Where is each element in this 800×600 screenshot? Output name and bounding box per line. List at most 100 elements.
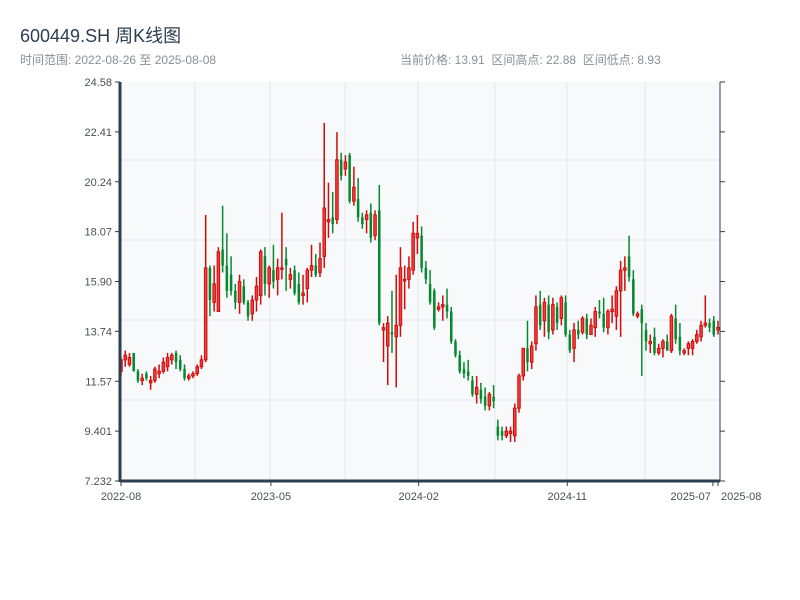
- candle-up: [534, 306, 538, 345]
- candle-down: [234, 290, 237, 303]
- candle-up: [513, 407, 517, 437]
- y-tick-label: 13.74: [84, 326, 112, 338]
- candle-down: [547, 304, 550, 333]
- candle-up: [394, 324, 398, 338]
- candle-up: [153, 368, 157, 382]
- x-tick-label: 2024-02: [398, 491, 438, 503]
- candle-up: [335, 159, 339, 221]
- candle-down: [369, 212, 373, 238]
- candle-up: [373, 214, 377, 237]
- candle-up: [703, 322, 708, 326]
- candle-down: [500, 431, 504, 436]
- candle-up: [699, 324, 703, 338]
- x-tick-label: 2025-07: [671, 491, 711, 503]
- candle-down: [390, 332, 394, 335]
- candle-up: [309, 265, 314, 271]
- candle-up: [686, 343, 691, 349]
- candle-up: [635, 313, 640, 317]
- candle-down: [585, 318, 589, 335]
- candle-up: [402, 278, 407, 282]
- candle-down: [483, 396, 487, 406]
- chart-title: 600449.SH 周K线图: [20, 26, 182, 46]
- candle-down: [674, 318, 677, 340]
- candle-up: [589, 324, 593, 336]
- candle-up: [352, 186, 356, 202]
- candle-down: [598, 311, 601, 314]
- candle-up: [148, 380, 153, 384]
- candle-up: [529, 345, 534, 363]
- candle-down: [538, 304, 542, 326]
- candle-up: [521, 347, 525, 377]
- x-tick-label: 2024-11: [547, 491, 587, 503]
- candle-down: [712, 320, 716, 335]
- candle-up: [343, 161, 348, 170]
- candle-up: [161, 361, 166, 372]
- candle-down: [449, 311, 453, 342]
- candle-up: [216, 251, 221, 313]
- candle-up: [250, 299, 255, 315]
- y-tick-label: 9.401: [84, 426, 112, 438]
- candle-down: [479, 389, 483, 399]
- candle-down: [225, 265, 229, 291]
- candle-up: [504, 430, 509, 437]
- candle-down: [424, 267, 428, 280]
- candle-up: [191, 373, 195, 377]
- candle-up: [398, 267, 403, 326]
- candle-up: [690, 340, 695, 349]
- candle-up: [572, 329, 576, 349]
- candle-down: [602, 313, 605, 328]
- candle-up: [614, 290, 619, 317]
- candle-down: [454, 341, 457, 356]
- candle-up: [140, 377, 144, 382]
- candle-up: [237, 281, 242, 303]
- x-tick-label: 2023-05: [251, 491, 291, 503]
- candle-up: [301, 292, 305, 296]
- candle-up: [267, 267, 271, 285]
- candle-up: [288, 274, 293, 280]
- x-tick-label: 2025-08: [721, 491, 761, 503]
- candle-down: [428, 283, 432, 303]
- candle-down: [492, 396, 495, 402]
- candle-down: [348, 155, 351, 202]
- candle-up: [618, 269, 623, 292]
- candle-down: [356, 198, 360, 218]
- candle-down: [132, 352, 135, 372]
- candle-up: [203, 267, 208, 361]
- candle-up: [212, 283, 216, 303]
- candle-up: [508, 430, 513, 434]
- candle-up: [123, 354, 127, 361]
- candle-up: [381, 327, 386, 331]
- candle-up: [186, 375, 191, 379]
- candle-up: [669, 315, 674, 352]
- y-tick-label: 18.07: [84, 227, 112, 239]
- axes: 24.58 22.41 20.24 18.07 15.90 13.74 11.57 9.401…: [84, 77, 761, 503]
- candle-down: [145, 373, 148, 379]
- candle-up: [551, 304, 555, 331]
- candle-down: [632, 279, 635, 314]
- candle-up: [322, 207, 326, 257]
- candle-down: [678, 336, 682, 351]
- candles: [119, 122, 720, 442]
- candle-up: [610, 308, 614, 313]
- candle-down: [331, 217, 334, 225]
- candle-up: [661, 340, 665, 349]
- candle-up: [606, 311, 610, 329]
- candle-down: [433, 290, 436, 328]
- candle-up: [487, 393, 492, 407]
- candle-up: [318, 258, 322, 273]
- y-tick-label: 15.90: [84, 277, 112, 289]
- candle-down: [496, 426, 500, 436]
- candle-down: [577, 329, 580, 335]
- candle-up: [407, 267, 411, 280]
- candle-up: [385, 322, 390, 347]
- candle-up: [254, 285, 259, 301]
- candle-up: [695, 334, 699, 342]
- candle-down: [179, 359, 182, 370]
- candle-down: [462, 369, 466, 374]
- candle-down: [314, 265, 318, 275]
- candle-up: [127, 357, 132, 365]
- x-tick-label: 2022-08: [101, 491, 141, 503]
- candle-down: [136, 371, 140, 381]
- candle-down: [297, 283, 301, 303]
